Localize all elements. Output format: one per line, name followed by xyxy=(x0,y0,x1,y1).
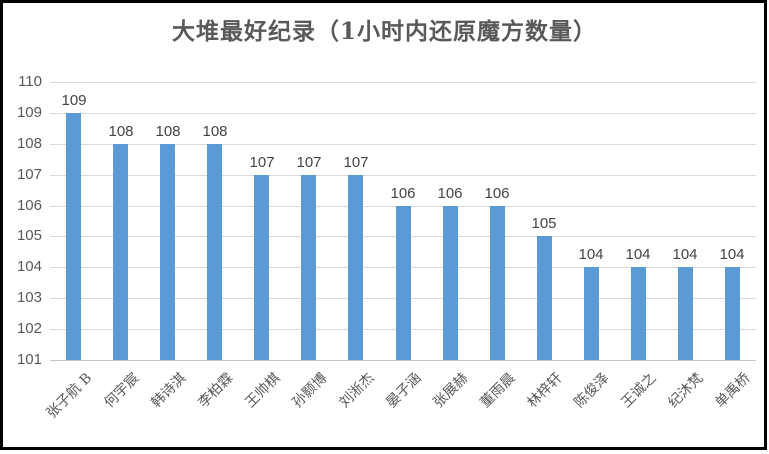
bar-value-label: 104 xyxy=(672,246,698,263)
bar xyxy=(66,113,81,360)
x-tick-label: 韩诗淇 xyxy=(148,370,190,412)
x-tick-label: 刘淅杰 xyxy=(336,370,378,412)
x-tick-label: 纪沐梵 xyxy=(665,370,707,412)
y-tick-label: 102 xyxy=(16,320,42,338)
x-axis-line xyxy=(50,360,756,361)
y-tick-label: 101 xyxy=(16,351,42,368)
bar xyxy=(631,267,646,360)
y-tick-label: 107 xyxy=(16,165,42,183)
x-tick-label: 晏子涵 xyxy=(383,370,425,412)
bar-value-label: 104 xyxy=(625,246,651,263)
chart-title: 大堆最好纪录（1小时内还原魔方数量） xyxy=(171,18,597,45)
gridline xyxy=(50,175,756,176)
bar-value-label: 104 xyxy=(578,246,604,263)
x-tick-label: 陈俊泽 xyxy=(571,370,613,412)
y-tick-label: 105 xyxy=(16,227,42,245)
bar xyxy=(443,206,458,360)
bar xyxy=(348,175,363,360)
bar xyxy=(396,206,411,360)
x-tick-label: 李柏霖 xyxy=(195,370,237,412)
bar-value-label: 106 xyxy=(390,185,416,202)
bar xyxy=(725,267,740,360)
y-tick-label: 108 xyxy=(16,134,42,152)
gridline xyxy=(50,82,756,83)
y-tick-label: 104 xyxy=(16,258,42,276)
bar xyxy=(490,206,505,360)
bar-value-label: 107 xyxy=(249,154,275,171)
gridline xyxy=(50,113,756,114)
plot-area: 109 108 108 108 107 107 107 106 106 106 105 104 104 1… xyxy=(50,82,756,361)
y-tick-label: 110 xyxy=(18,73,42,90)
bar xyxy=(160,144,175,360)
gridline xyxy=(50,144,756,145)
bar-value-label: 105 xyxy=(531,215,557,232)
x-tick-label: 单禹桥 xyxy=(712,370,754,412)
bar xyxy=(678,267,693,360)
y-tick-label: 103 xyxy=(16,289,42,307)
bar-value-label: 106 xyxy=(437,185,463,202)
bar xyxy=(301,175,316,360)
bar xyxy=(584,267,599,360)
y-tick-label: 106 xyxy=(16,196,42,214)
y-tick-label: 109 xyxy=(16,103,42,121)
bar-value-label: 106 xyxy=(484,185,510,202)
bar-value-label: 108 xyxy=(202,123,228,140)
bar-value-label: 107 xyxy=(296,154,322,171)
x-tick-label: 张子航 B xyxy=(43,370,96,422)
bar xyxy=(207,144,222,360)
bar xyxy=(254,175,269,360)
x-tick-label: 王帅棋 xyxy=(242,370,284,412)
bar-value-label: 109 xyxy=(61,92,87,109)
x-tick-label: 林梓轩 xyxy=(524,370,566,412)
x-tick-label: 何宇宸 xyxy=(101,370,143,412)
x-tick-label: 董雨晨 xyxy=(477,370,519,412)
bar-value-label: 104 xyxy=(719,246,745,263)
bar-value-label: 108 xyxy=(155,123,181,140)
bar xyxy=(537,236,552,360)
bar-value-label: 107 xyxy=(343,154,369,171)
x-tick-label: 张展赫 xyxy=(430,370,472,412)
bar-value-label: 108 xyxy=(108,123,134,140)
x-tick-label: 王诚之 xyxy=(618,370,660,412)
x-tick-label: 孙颢博 xyxy=(289,370,331,412)
bar xyxy=(113,144,128,360)
